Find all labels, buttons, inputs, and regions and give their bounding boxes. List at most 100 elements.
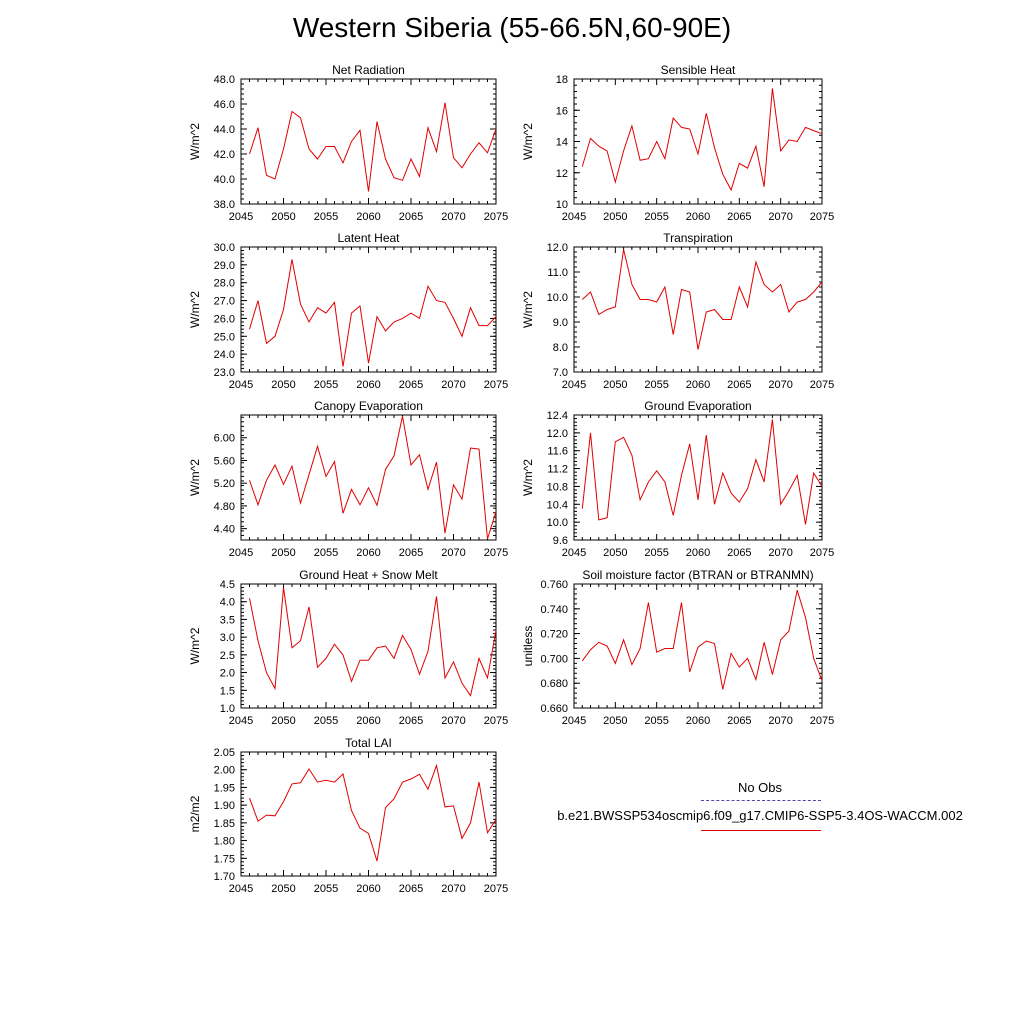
plot-frame (573, 78, 823, 205)
y-tick-label: 2.05 (214, 747, 235, 759)
x-tick-label: 2060 (356, 715, 380, 727)
y-tick-label: 30.0 (214, 242, 235, 254)
x-tick-label: 2065 (727, 715, 751, 727)
y-tick-label: 14 (556, 137, 568, 149)
x-tick-label: 2075 (810, 379, 834, 391)
y-tick-label: 27.0 (214, 296, 235, 308)
y-tick-label: 46.0 (214, 99, 235, 111)
x-tick-label: 2055 (644, 379, 668, 391)
chart-title: Canopy Evaporation (314, 399, 423, 413)
x-tick-label: 2075 (484, 211, 508, 223)
x-tick-label: 2075 (484, 715, 508, 727)
chart-8: Soil moisture factor (BTRAN or BTRANMN) u… (521, 568, 834, 727)
y-tick-label: 12.0 (547, 242, 568, 254)
x-tick-label: 2060 (686, 379, 710, 391)
y-tick-label: 1.80 (214, 836, 235, 848)
x-tick-label: 2070 (768, 715, 792, 727)
series-line-1 (581, 249, 823, 350)
y-axis-label: W/m^2 (521, 291, 535, 328)
plot-frame (573, 246, 823, 373)
chart-3: Latent Heat W/m^2 2045 2050 2055 2060 2065 2070… (188, 231, 508, 391)
x-tick-label: 2075 (810, 211, 834, 223)
x-tick-label: 2055 (644, 715, 668, 727)
chart-title: Transpiration (663, 231, 733, 245)
y-tick-label: 0.720 (540, 629, 568, 641)
x-tick-label: 2055 (644, 547, 668, 559)
x-tick-label: 2050 (603, 547, 627, 559)
chart-title: Ground Heat + Snow Melt (299, 568, 438, 582)
y-tick-label: 1.95 (214, 782, 235, 794)
x-tick-label: 2075 (810, 547, 834, 559)
x-tick-label: 2065 (399, 379, 423, 391)
x-tick-label: 2050 (603, 211, 627, 223)
x-tick-label: 2045 (229, 715, 253, 727)
x-tick-label: 2050 (271, 547, 295, 559)
y-tick-label: 7.0 (553, 367, 568, 379)
series-line-1 (581, 419, 823, 525)
x-tick-label: 2060 (686, 211, 710, 223)
y-tick-label: 0.680 (540, 678, 568, 690)
y-tick-label: 12.0 (547, 428, 568, 440)
y-tick-label: 11.6 (547, 446, 568, 458)
y-tick-label: 4.80 (214, 501, 235, 513)
y-tick-label: 10 (556, 199, 568, 211)
x-tick-label: 2055 (314, 883, 338, 895)
series-line-1 (249, 102, 497, 192)
y-axis-label: W/m^2 (188, 459, 202, 496)
chart-2: Sensible Heat W/m^2 2045 2050 2055 2060 2065 20… (521, 63, 834, 223)
y-tick-label: 12 (556, 168, 568, 180)
x-tick-label: 2055 (314, 379, 338, 391)
x-tick-label: 2060 (356, 547, 380, 559)
y-tick-label: 8.0 (553, 342, 568, 354)
y-tick-label: 29.0 (214, 260, 235, 272)
x-tick-label: 2055 (314, 547, 338, 559)
chart-title: Ground Evaporation (644, 399, 751, 413)
x-tick-label: 2060 (356, 211, 380, 223)
series-line-1 (249, 587, 497, 697)
y-tick-label: 0.760 (540, 579, 568, 591)
y-tick-label: 5.60 (214, 455, 235, 467)
x-tick-label: 2065 (399, 211, 423, 223)
y-tick-label: 1.0 (220, 703, 235, 715)
x-tick-label: 2070 (768, 379, 792, 391)
series-line-1 (581, 88, 823, 192)
y-tick-label: 10.0 (547, 292, 568, 304)
y-tick-label: 10.4 (547, 499, 568, 511)
chart-9: Total LAI m2/m2 2045 2050 2055 2060 2065 2070 20… (188, 736, 508, 895)
y-tick-label: 6.00 (214, 433, 235, 445)
y-tick-label: 11.2 (547, 464, 568, 476)
x-tick-label: 2055 (644, 211, 668, 223)
y-tick-label: 5.20 (214, 478, 235, 490)
y-tick-label: 25.0 (214, 331, 235, 343)
chart-4: Transpiration W/m^2 2045 2050 2055 2060 2065 20… (521, 231, 834, 391)
x-tick-label: 2065 (727, 547, 751, 559)
x-tick-label: 2065 (399, 715, 423, 727)
y-tick-label: 2.5 (220, 650, 235, 662)
x-tick-label: 2045 (562, 547, 586, 559)
x-tick-label: 2075 (484, 547, 508, 559)
y-tick-label: 1.70 (214, 871, 235, 883)
plot-frame (240, 583, 497, 709)
chart-title: Net Radiation (332, 63, 405, 77)
y-tick-label: 18 (556, 74, 568, 86)
legend-case-line (701, 830, 821, 831)
x-tick-label: 2070 (441, 211, 465, 223)
y-tick-label: 26.0 (214, 313, 235, 325)
chart-7: Ground Heat + Snow Melt W/m^2 2045 2050 2055… (188, 568, 508, 727)
y-axis-label: W/m^2 (188, 123, 202, 160)
y-tick-label: 3.0 (220, 632, 235, 644)
y-tick-label: 11.0 (547, 267, 568, 279)
x-tick-label: 2045 (229, 211, 253, 223)
series-line-1 (249, 763, 497, 862)
page-title: Western Siberia (55-66.5N,60-90E) (292, 12, 732, 43)
x-tick-label: 2060 (356, 883, 380, 895)
plot-frame (573, 583, 823, 709)
chart-title: Total LAI (345, 736, 392, 750)
x-tick-label: 2070 (768, 547, 792, 559)
y-tick-label: 44.0 (214, 124, 235, 136)
y-tick-label: 1.75 (214, 853, 235, 865)
y-tick-label: 1.85 (214, 818, 235, 830)
series-line-1 (249, 415, 497, 540)
y-tick-label: 0.700 (540, 653, 568, 665)
